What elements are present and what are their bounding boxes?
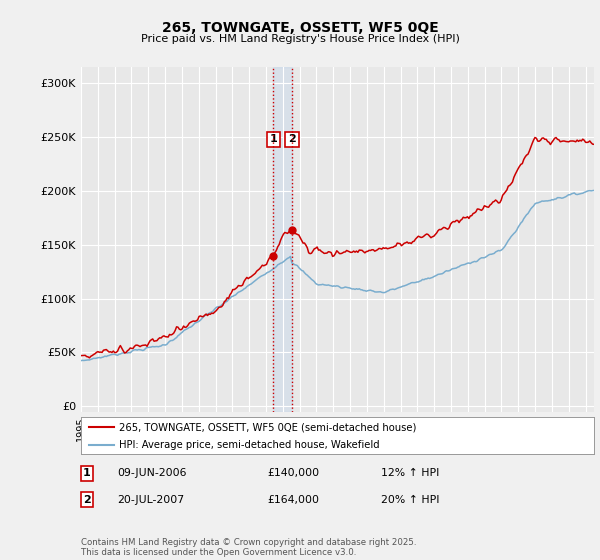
Text: 20% ↑ HPI: 20% ↑ HPI — [381, 494, 439, 505]
Text: 2: 2 — [83, 494, 91, 505]
Text: 1: 1 — [269, 134, 277, 144]
Text: 09-JUN-2006: 09-JUN-2006 — [117, 468, 187, 478]
Text: 2: 2 — [288, 134, 296, 144]
Text: Contains HM Land Registry data © Crown copyright and database right 2025.
This d: Contains HM Land Registry data © Crown c… — [81, 538, 416, 557]
Text: HPI: Average price, semi-detached house, Wakefield: HPI: Average price, semi-detached house,… — [119, 440, 380, 450]
Text: 265, TOWNGATE, OSSETT, WF5 0QE (semi-detached house): 265, TOWNGATE, OSSETT, WF5 0QE (semi-det… — [119, 422, 417, 432]
Text: £164,000: £164,000 — [267, 494, 319, 505]
Text: 12% ↑ HPI: 12% ↑ HPI — [381, 468, 439, 478]
Text: £140,000: £140,000 — [267, 468, 319, 478]
Bar — [274, 67, 292, 412]
Text: Price paid vs. HM Land Registry's House Price Index (HPI): Price paid vs. HM Land Registry's House … — [140, 34, 460, 44]
Text: 1: 1 — [83, 468, 91, 478]
Text: 20-JUL-2007: 20-JUL-2007 — [117, 494, 184, 505]
Text: 265, TOWNGATE, OSSETT, WF5 0QE: 265, TOWNGATE, OSSETT, WF5 0QE — [161, 21, 439, 35]
